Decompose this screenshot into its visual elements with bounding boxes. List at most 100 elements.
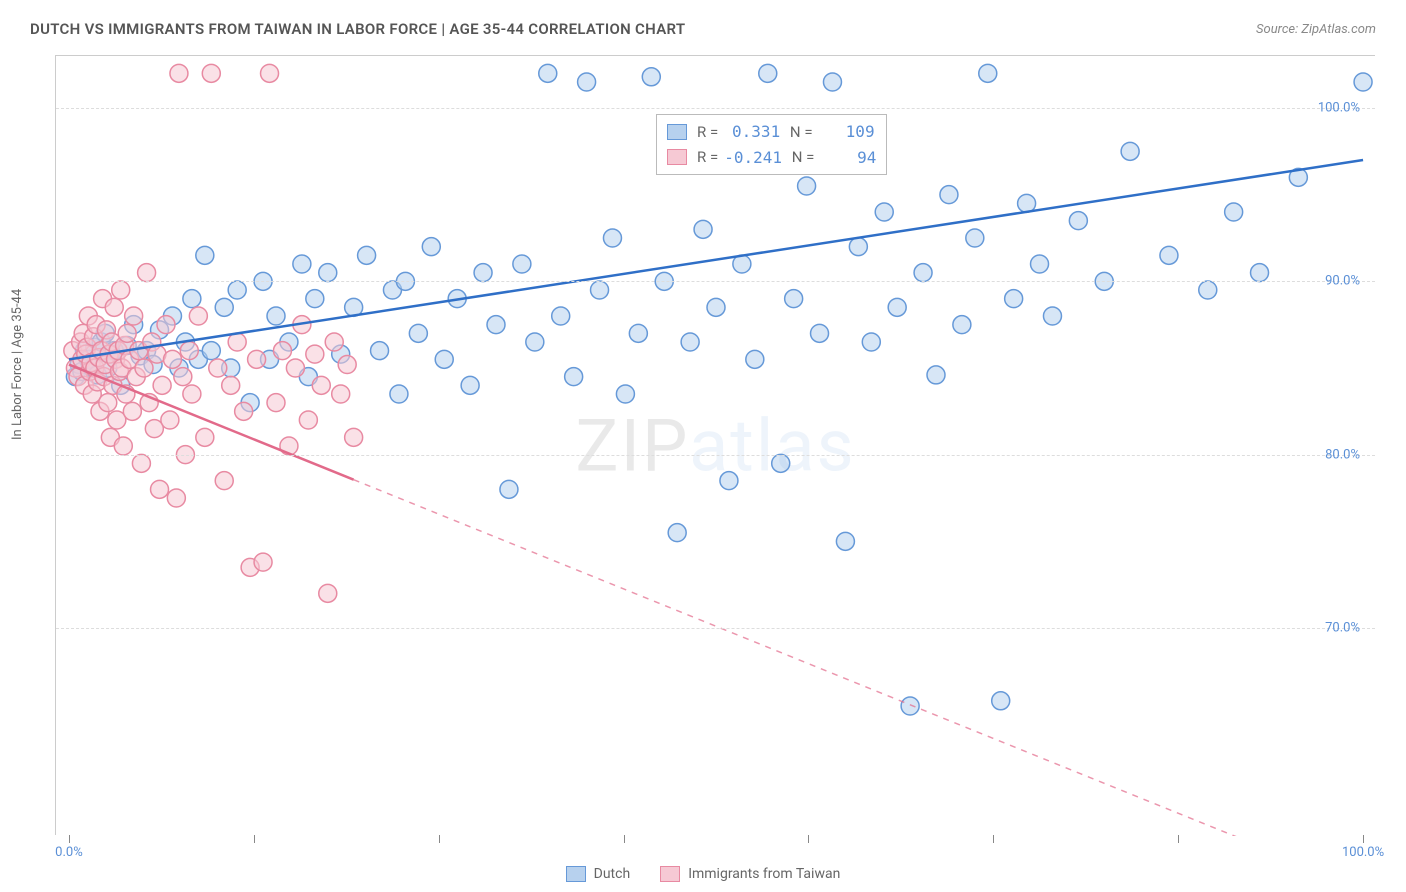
- data-point: [306, 290, 324, 308]
- trend-line-dashed: [354, 480, 1363, 836]
- data-point: [254, 553, 272, 571]
- data-point: [151, 480, 169, 498]
- data-point: [286, 359, 304, 377]
- title-bar: DUTCH VS IMMIGRANTS FROM TAIWAN IN LABOR…: [30, 20, 1376, 38]
- data-point: [235, 402, 253, 420]
- data-point: [720, 472, 738, 490]
- data-point: [992, 692, 1010, 710]
- data-point: [629, 324, 647, 342]
- data-point: [196, 246, 214, 264]
- data-point: [409, 324, 427, 342]
- data-point: [138, 264, 156, 282]
- stats-row-taiwan: R = -0.241 N = 94: [667, 145, 876, 171]
- gridline-h: [56, 108, 1375, 109]
- y-tick-label: 80.0%: [1325, 447, 1360, 462]
- data-point: [228, 333, 246, 351]
- data-point: [299, 411, 317, 429]
- data-point: [694, 220, 712, 238]
- data-point: [1199, 281, 1217, 299]
- bottom-legend: Dutch Immigrants from Taiwan: [0, 866, 1406, 882]
- data-point: [99, 394, 117, 412]
- data-point: [167, 489, 185, 507]
- data-point: [105, 298, 123, 316]
- data-point: [811, 324, 829, 342]
- data-point: [862, 333, 880, 351]
- legend-item-dutch: Dutch: [566, 866, 631, 882]
- data-point: [312, 376, 330, 394]
- data-point: [123, 402, 141, 420]
- data-point: [616, 385, 634, 403]
- data-point: [215, 472, 233, 490]
- data-point: [578, 73, 596, 91]
- data-point: [888, 298, 906, 316]
- data-point: [332, 385, 350, 403]
- data-point: [163, 350, 181, 368]
- data-point: [1043, 307, 1061, 325]
- legend-item-taiwan: Immigrants from Taiwan: [660, 866, 840, 882]
- data-point: [358, 246, 376, 264]
- data-point: [1251, 264, 1269, 282]
- data-point: [114, 437, 132, 455]
- x-tick: [1363, 835, 1364, 843]
- data-point: [681, 333, 699, 351]
- data-point: [118, 324, 136, 342]
- x-tick: [69, 835, 70, 843]
- data-point: [668, 524, 686, 542]
- data-point: [1005, 290, 1023, 308]
- data-point: [248, 350, 266, 368]
- data-point: [183, 290, 201, 308]
- swatch-taiwan: [667, 149, 687, 165]
- data-point: [338, 356, 356, 374]
- x-tick: [1178, 835, 1179, 843]
- data-point: [1069, 212, 1087, 230]
- chart-area: ZIPatlas R = 0.331 N = 109 R = -0.241 N …: [55, 55, 1375, 835]
- data-point: [901, 697, 919, 715]
- y-axis-label: In Labor Force | Age 35-44: [10, 289, 25, 440]
- data-point: [261, 64, 279, 82]
- data-point: [306, 345, 324, 363]
- data-point: [196, 428, 214, 446]
- data-point: [836, 532, 854, 550]
- data-point: [1121, 142, 1139, 160]
- data-point: [125, 307, 143, 325]
- data-point: [293, 255, 311, 273]
- x-tick: [624, 835, 625, 843]
- data-point: [267, 394, 285, 412]
- data-point: [875, 203, 893, 221]
- data-point: [157, 316, 175, 334]
- data-point: [183, 385, 201, 403]
- data-point: [371, 342, 389, 360]
- gridline-h: [56, 281, 1375, 282]
- swatch-dutch: [667, 124, 687, 140]
- data-point: [345, 428, 363, 446]
- x-tick: [254, 835, 255, 843]
- data-point: [966, 229, 984, 247]
- source-label: Source: ZipAtlas.com: [1256, 22, 1376, 37]
- data-point: [325, 333, 343, 351]
- x-tick: [993, 835, 994, 843]
- data-point: [319, 584, 337, 602]
- data-point: [539, 64, 557, 82]
- data-point: [1160, 246, 1178, 264]
- data-point: [785, 290, 803, 308]
- data-point: [222, 376, 240, 394]
- data-point: [435, 350, 453, 368]
- x-tick: [439, 835, 440, 843]
- x-tick-label: 100.0%: [1342, 845, 1384, 860]
- data-point: [500, 480, 518, 498]
- data-point: [526, 333, 544, 351]
- data-point: [552, 307, 570, 325]
- data-point: [174, 368, 192, 386]
- data-point: [1031, 255, 1049, 273]
- stats-legend-box: R = 0.331 N = 109 R = -0.241 N = 94: [656, 114, 887, 175]
- y-tick-label: 70.0%: [1325, 621, 1360, 636]
- data-point: [209, 359, 227, 377]
- data-point: [132, 454, 150, 472]
- data-point: [979, 64, 997, 82]
- data-point: [759, 64, 777, 82]
- chart-title: DUTCH VS IMMIGRANTS FROM TAIWAN IN LABOR…: [30, 20, 685, 38]
- legend-swatch-taiwan: [660, 866, 680, 882]
- data-point: [603, 229, 621, 247]
- data-point: [513, 255, 531, 273]
- data-point: [161, 411, 179, 429]
